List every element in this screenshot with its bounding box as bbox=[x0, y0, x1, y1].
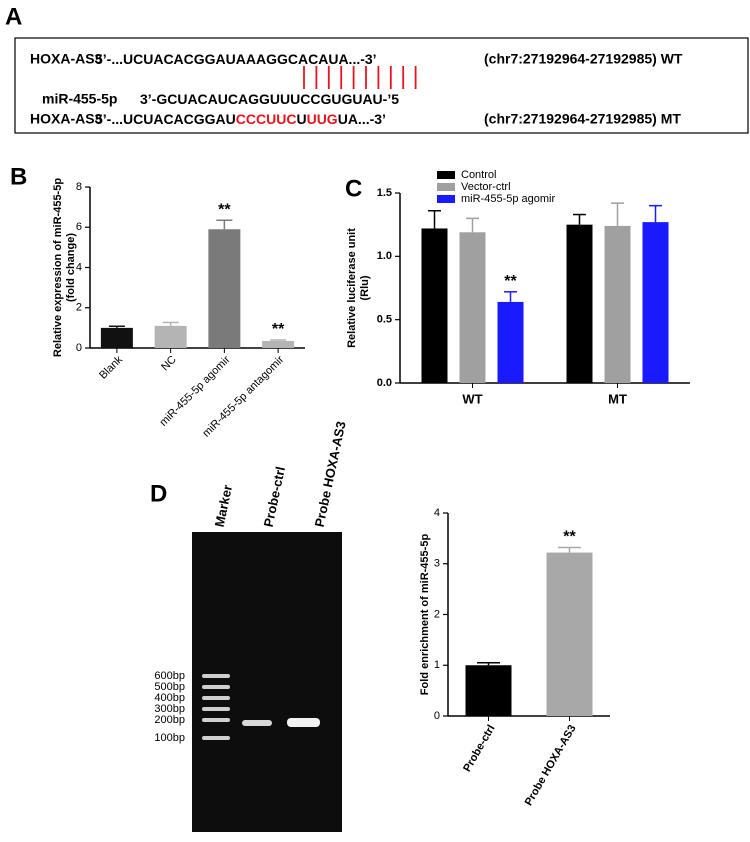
x-tick-label: NC bbox=[159, 354, 179, 374]
sequence-box bbox=[14, 37, 749, 134]
sequence-segment: UUG bbox=[307, 111, 338, 127]
legend-label: miR-455-5p agomir bbox=[461, 193, 555, 205]
bar bbox=[642, 222, 669, 383]
bar bbox=[459, 232, 486, 383]
bar bbox=[497, 301, 524, 383]
y-tick-label: 0 bbox=[434, 710, 440, 722]
sequence: 5’-...UCUACACGGAUCCCUUCUUUGUA...-3’ bbox=[95, 111, 386, 127]
y-axis-label: (fold change) bbox=[65, 233, 77, 302]
y-tick-label: 0 bbox=[76, 342, 82, 354]
sequence-name: HOXA-AS3 bbox=[30, 111, 103, 127]
bar bbox=[566, 224, 593, 383]
ladder-band bbox=[202, 685, 230, 689]
bar bbox=[100, 327, 133, 348]
bar bbox=[262, 340, 295, 348]
y-axis-label: (Rlu) bbox=[359, 275, 371, 300]
bar bbox=[604, 225, 631, 383]
significance: ** bbox=[504, 273, 517, 290]
gel-image bbox=[192, 532, 342, 832]
bar bbox=[421, 228, 448, 383]
ladder-band bbox=[202, 718, 230, 722]
legend-label: Control bbox=[461, 169, 496, 181]
bar bbox=[208, 229, 241, 348]
lane-label: Probe HOXA-AS3 bbox=[312, 420, 349, 528]
sequence-segment: 5’-...UCUACACGGAUAAAGGCACAUA...-3’ bbox=[95, 51, 377, 67]
sequence: 3’-GCUACAUCAGGUUUCCGUGUAU-’5 bbox=[140, 91, 399, 107]
ladder-band bbox=[202, 696, 230, 700]
y-tick-label: 4 bbox=[76, 261, 82, 273]
sequence-segment: 3’-GCUACAUCAGGUUUCCGUGUAU-’5 bbox=[140, 91, 399, 107]
sequence-segment: U bbox=[296, 111, 306, 127]
ladder-label: 400bp bbox=[154, 692, 185, 704]
ladder-label: 500bp bbox=[154, 681, 185, 693]
x-tick-label: Probe-ctrl bbox=[461, 723, 497, 774]
ladder-label: 200bp bbox=[154, 714, 185, 726]
sequence: 5’-...UCUACACGGAUAAAGGCACAUA...-3’ bbox=[95, 51, 377, 67]
y-tick-label: 1 bbox=[434, 659, 440, 671]
sequence-location: (chr7:27192964-27192985) WT bbox=[484, 51, 683, 67]
y-tick-label: 1.0 bbox=[377, 250, 392, 262]
y-axis-label: Fold enrichment of miR-455-5p bbox=[419, 534, 431, 696]
significance: ** bbox=[272, 321, 285, 338]
y-tick-label: 2 bbox=[76, 302, 82, 314]
ladder-label: 100bp bbox=[154, 732, 185, 744]
panel-label: A bbox=[5, 3, 22, 30]
ladder-label: 300bp bbox=[154, 703, 185, 715]
ladder-band bbox=[202, 674, 230, 678]
lane-label: Marker bbox=[212, 484, 236, 529]
y-tick-label: 3 bbox=[434, 558, 440, 570]
lane-label: Probe-ctrl bbox=[261, 465, 288, 528]
y-tick-label: 2 bbox=[434, 608, 440, 620]
sample-band bbox=[287, 718, 320, 727]
panel-label: C bbox=[345, 175, 362, 202]
ladder-band bbox=[202, 707, 230, 711]
x-tick-label: WT bbox=[462, 391, 482, 406]
ladder-band bbox=[202, 736, 230, 740]
bar bbox=[154, 325, 187, 348]
legend-swatch bbox=[437, 195, 455, 203]
sequence-segment: UA...-3’ bbox=[338, 111, 386, 127]
y-tick-label: 8 bbox=[76, 181, 82, 193]
sample-band bbox=[242, 720, 272, 726]
ladder-label: 600bp bbox=[154, 670, 185, 682]
sequence-name: miR-455-5p bbox=[42, 91, 117, 107]
y-axis-label: Relative luciferase unit bbox=[346, 228, 358, 348]
sequence-name: HOXA-AS3 bbox=[30, 51, 103, 67]
y-tick-label: 6 bbox=[76, 221, 82, 233]
panel-label: B bbox=[10, 163, 27, 190]
legend-label: Vector-ctrl bbox=[461, 181, 511, 193]
sequence-location: (chr7:27192964-27192985) MT bbox=[484, 111, 681, 127]
bar bbox=[465, 665, 512, 716]
x-tick-label: Probe HOXA-AS3 bbox=[523, 723, 579, 808]
panel-label: D bbox=[150, 480, 167, 507]
significance: ** bbox=[563, 529, 576, 546]
sequence-segment: 5’-...UCUACACGGAU bbox=[95, 111, 236, 127]
y-tick-label: 4 bbox=[434, 507, 440, 519]
y-tick-label: 0.0 bbox=[377, 377, 392, 389]
y-axis-label: Relative expression of miR-455-5p bbox=[52, 178, 64, 357]
legend-swatch bbox=[437, 183, 455, 191]
sequence-segment: CCCUUC bbox=[236, 111, 297, 127]
x-tick-label: Blank bbox=[97, 353, 125, 381]
y-tick-label: 0.5 bbox=[377, 314, 392, 326]
bar bbox=[546, 552, 593, 716]
y-tick-label: 1.5 bbox=[377, 187, 392, 199]
legend-swatch bbox=[437, 171, 455, 179]
x-tick-label: MT bbox=[608, 391, 627, 406]
significance: ** bbox=[218, 201, 231, 218]
